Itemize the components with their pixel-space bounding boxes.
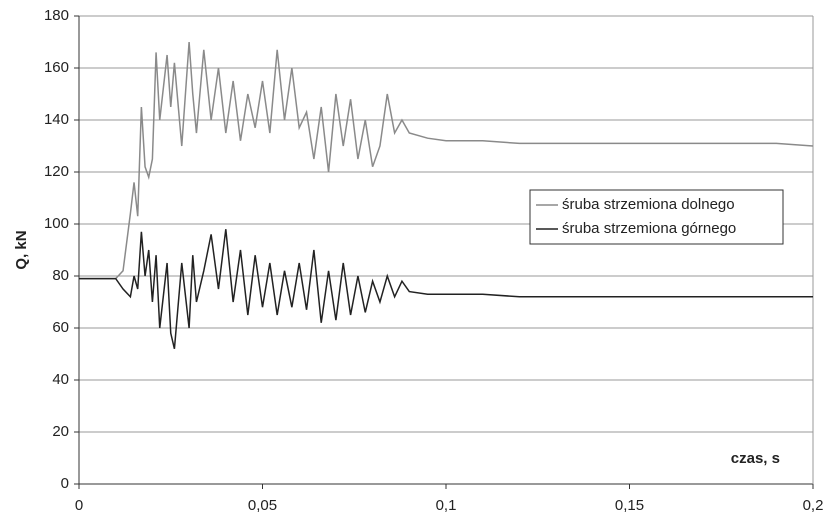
x-tick-label: 0: [75, 497, 83, 514]
y-tick-label: 160: [44, 59, 69, 76]
x-tick-label: 0,15: [615, 497, 644, 514]
y-tick-label: 80: [52, 267, 69, 284]
x-tick-label: 0,05: [248, 497, 277, 514]
y-tick-label: 60: [52, 319, 69, 336]
y-tick-label: 120: [44, 163, 69, 180]
y-tick-label: 180: [44, 7, 69, 24]
legend-label: śruba strzemiona górnego: [562, 220, 736, 237]
y-tick-label: 0: [61, 475, 69, 492]
series-line: [79, 41, 814, 280]
y-tick-label: 140: [44, 111, 69, 128]
x-axis-label: czas, s: [731, 450, 780, 467]
y-axis-label: Q, kN: [13, 230, 30, 269]
legend: śruba strzemiona dolnego śruba strzemiona…: [529, 189, 784, 245]
y-tick-label: 100: [44, 215, 69, 232]
series-line: [79, 229, 813, 349]
x-tick-label: 0,1: [436, 497, 457, 514]
y-tick-label: 40: [52, 371, 69, 388]
legend-label: śruba strzemiona dolnego: [562, 196, 735, 213]
y-tick-label: 20: [52, 423, 69, 440]
x-tick-label: 0,2: [803, 497, 824, 514]
legend-box: [529, 189, 784, 245]
